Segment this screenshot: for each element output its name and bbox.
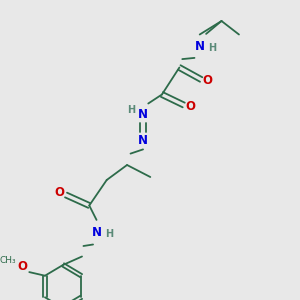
Text: H: H bbox=[208, 43, 216, 53]
Text: O: O bbox=[55, 185, 64, 199]
Text: N: N bbox=[138, 107, 148, 121]
Text: N: N bbox=[195, 40, 205, 53]
Text: O: O bbox=[18, 260, 28, 273]
Text: O: O bbox=[185, 100, 195, 113]
Text: H: H bbox=[105, 229, 113, 239]
Text: N: N bbox=[92, 226, 101, 239]
Text: H: H bbox=[127, 105, 136, 116]
Text: O: O bbox=[202, 74, 213, 88]
Text: CH₃: CH₃ bbox=[0, 256, 16, 265]
Text: N: N bbox=[138, 134, 148, 148]
